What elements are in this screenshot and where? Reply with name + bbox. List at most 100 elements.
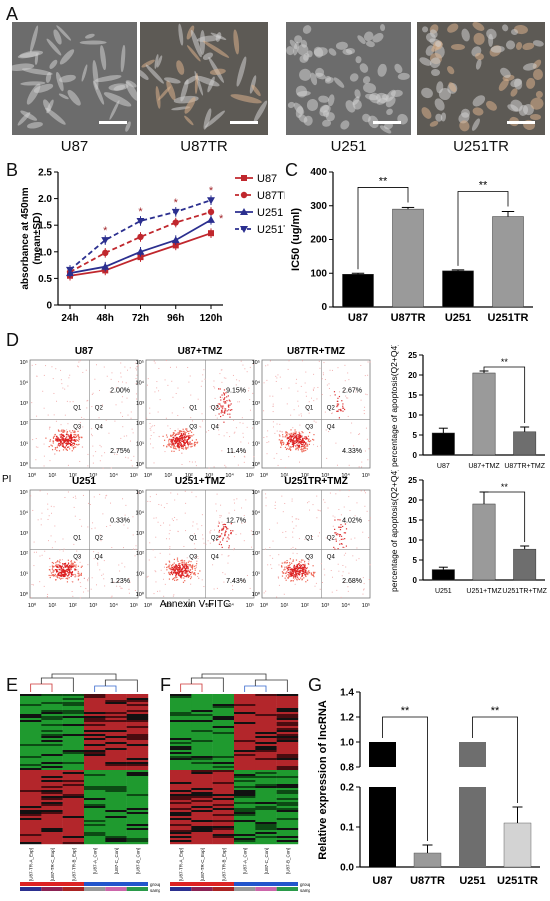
cell-shape (446, 22, 461, 35)
y-tick-label: 100 (310, 268, 327, 279)
y-decade-tick: 10⁵ (20, 489, 28, 496)
cell-shape (26, 121, 44, 130)
sample-label: [U87-B_Con] (135, 848, 140, 874)
quadrant-label: Q3 (305, 424, 314, 430)
panel-letter-d: D (6, 330, 19, 350)
cell-shape (474, 52, 485, 61)
facs-title: U251+TMZ (175, 476, 225, 487)
x-tick-label: U251+TMZ (466, 588, 502, 595)
bar (342, 274, 374, 308)
x-decade-tick: 10⁵ (246, 472, 254, 479)
y-tick-label: 0.2 (340, 783, 354, 794)
q2-percentage: 12.7% (226, 517, 246, 524)
sample-bar (234, 887, 256, 891)
cell-shape (108, 99, 122, 121)
y-tick-label: 0.1 (340, 823, 354, 834)
significance-star: * (209, 185, 214, 197)
panel-b-line-chart: 0 0.5 1.0 1.5 2.0 2.5 24h 48h 72h 96h 120h absorban… (20, 168, 285, 325)
x-tick-label: U251 (435, 588, 452, 595)
cell-shape (376, 62, 388, 78)
data-point (102, 249, 109, 257)
y-decade-tick: 10⁴ (20, 379, 29, 386)
data-point (137, 233, 144, 241)
y-decade-tick: 10⁵ (252, 359, 260, 366)
x-decade-tick: 10¹ (164, 473, 172, 479)
facs-y-label: PI (2, 474, 11, 485)
facs-plot-frame (29, 489, 139, 599)
significance-bracket (357, 187, 409, 270)
panel-d-apoptosis-bar-bottom: 0 5 10 15 20 25 U251 U251+TMZ U251TR+TMZ percenta… (389, 470, 548, 595)
y-tick-label: 20 (408, 496, 417, 505)
q4-percentage: 4.33% (342, 448, 362, 455)
y-tick-label: 1.4 (340, 688, 354, 699)
y-axis-label: IC50 (ug/ml) (290, 208, 302, 271)
quadrant-label: Q4 (327, 424, 336, 430)
sample-bar (41, 887, 63, 891)
cell-shape (306, 98, 319, 111)
y-decade-tick: 10² (20, 551, 28, 557)
significance-bracket (472, 716, 518, 803)
scale-bar (507, 121, 535, 124)
y-tick-label: 25 (408, 476, 417, 485)
y-tick-label: 1.2 (340, 713, 354, 724)
cell-shape (174, 59, 186, 76)
significance-star: * (219, 213, 224, 225)
x-tick-label: U251TR (497, 875, 538, 887)
y-decade-tick: 10¹ (136, 442, 144, 448)
cell-shape (430, 68, 441, 77)
y-decade-tick: 10⁴ (136, 379, 145, 386)
y-decade-tick: 10³ (136, 401, 144, 407)
y-tick-label: 0.5 (38, 274, 52, 285)
cell-shape (338, 118, 352, 132)
cell-shape (177, 23, 185, 46)
x-tick-label: U87TR+TMZ (504, 463, 545, 470)
cell-shape (503, 38, 517, 51)
x-decade-tick: 10² (301, 473, 309, 479)
y-decade-tick: 10¹ (252, 442, 260, 448)
bar (492, 216, 524, 308)
x-decade-tick: 10⁰ (144, 602, 153, 609)
legend-marker (240, 191, 248, 199)
x-decade-tick: 10⁵ (246, 602, 254, 609)
sample-bar (84, 887, 106, 891)
sample-label: [U87-A_Con] (93, 848, 98, 874)
y-tick-label: 300 (310, 201, 327, 212)
x-decade-tick: 10³ (89, 473, 97, 479)
x-tick-label: 96h (167, 313, 184, 324)
y-decade-tick: 10² (136, 551, 144, 557)
sample-bar (105, 887, 127, 891)
quadrant-label: Q2 (327, 405, 336, 411)
cell-shape (300, 23, 313, 36)
y-decade-tick: 10⁵ (136, 489, 144, 496)
facs-title: U251 (72, 476, 96, 487)
cell-shape (332, 76, 346, 90)
x-tick-label: U87 (348, 312, 368, 324)
y-decade-tick: 10⁵ (136, 359, 144, 366)
panel-c-ic50-bar-chart: 0 100 200 300 400 U87 U87TR U251 U251TR IC50 (ug/… (290, 167, 533, 324)
cell-shape (99, 45, 108, 71)
y-tick-label: 200 (310, 235, 327, 246)
cell-shape (84, 32, 95, 40)
legend-marker (240, 208, 248, 215)
x-decade-tick: 10³ (321, 473, 329, 479)
y-tick-label: 400 (310, 167, 327, 178)
y-tick-label: 1.0 (340, 738, 354, 749)
q2-percentage: 4.02% (342, 517, 362, 524)
group-bar (170, 882, 234, 886)
quadrant-label: Q2 (211, 535, 220, 541)
legend-group: group (150, 882, 160, 887)
panel-letter-f: F (160, 675, 171, 695)
x-decade-tick: 10² (69, 603, 77, 609)
quadrant-label: Q3 (73, 554, 82, 560)
significance-bracket (483, 491, 526, 542)
cell-shape (182, 114, 195, 127)
x-decade-tick: 10² (69, 473, 77, 479)
y-decade-tick: 10³ (252, 531, 260, 537)
panel-letter-a: A (6, 4, 19, 24)
y-tick-label: 0 (413, 451, 418, 460)
significance-mark: ** (401, 705, 410, 717)
y-tick-label: 0.0 (340, 863, 354, 874)
sample-label: [U87-TR-B_Exp] (71, 848, 76, 881)
y-tick-label: 20 (408, 371, 417, 380)
quadrant-label: Q3 (73, 424, 82, 430)
